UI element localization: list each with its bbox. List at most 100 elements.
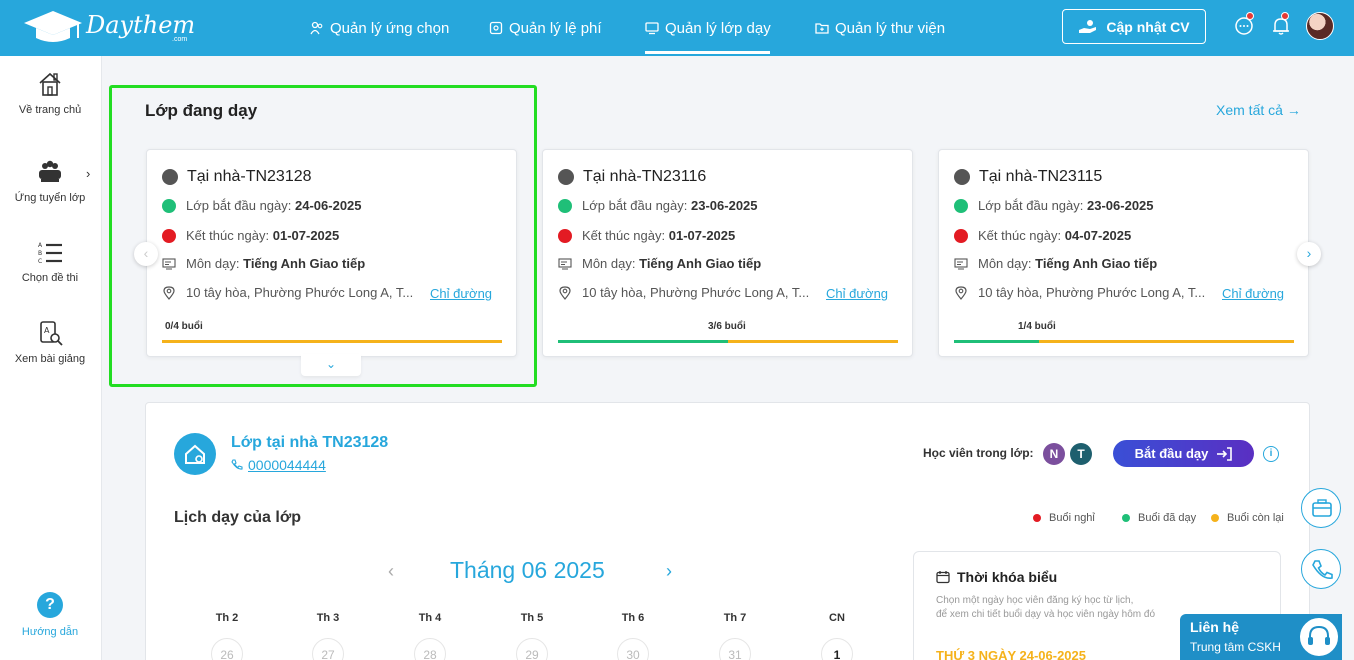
address-row: 10 tây hòa, Phường Phước Long A, T... — [558, 285, 809, 300]
calendar-icon — [936, 571, 950, 584]
question-icon: ? — [37, 592, 63, 618]
chat-unread-dot — [1246, 12, 1254, 20]
contact-subtitle: Trung tâm CSKH — [1190, 640, 1281, 654]
legend-label: Buổi còn lại — [1227, 512, 1284, 524]
start-teaching-button[interactable]: Bắt đầu dạy — [1113, 440, 1254, 467]
legend-dot — [1033, 514, 1041, 522]
address: 10 tây hòa, Phường Phước Long A, T... — [186, 285, 414, 300]
notification-unread-dot — [1281, 12, 1289, 20]
phone-icon — [1312, 560, 1333, 580]
contact-support-widget[interactable]: Liên hệ Trung tâm CSKH — [1180, 614, 1342, 660]
expand-toggle[interactable]: ⌄ — [301, 354, 361, 376]
subject-prefix: Môn dạy: — [978, 256, 1032, 271]
home-icon — [39, 72, 61, 96]
bell-icon[interactable] — [1270, 15, 1292, 37]
help-label: Hướng dẫn — [21, 626, 79, 638]
nav-item-fees[interactable]: Quản lý lệ phí — [489, 0, 602, 56]
start-date: 23-06-2025 — [1087, 198, 1154, 213]
board-icon — [558, 257, 572, 269]
timetable-date: THỨ 3 NGÀY 24-06-2025 — [936, 648, 1087, 660]
users-icon — [310, 21, 323, 35]
svg-text:C: C — [38, 258, 42, 265]
nav-item-classes[interactable]: Quản lý lớp dạy — [645, 0, 771, 56]
directions-link[interactable]: Chỉ đường — [826, 286, 889, 301]
legend-remaining: Buổi còn lại — [1211, 512, 1284, 524]
directions-link[interactable]: Chỉ đường — [430, 286, 493, 301]
class-card[interactable]: Tại nhà-TN23128 Lớp bắt đầu ngày: 24-06-… — [146, 149, 517, 357]
class-phone-link[interactable]: 0000044444 — [231, 457, 326, 473]
schedule-title: Lịch dạy của lớp — [174, 509, 301, 526]
end-date: 01-07-2025 — [668, 228, 736, 243]
map-pin-icon — [955, 285, 967, 300]
progress-bar — [162, 340, 502, 343]
subject-row: Môn dạy: Tiếng Anh Giao tiếp — [162, 256, 365, 271]
session-count: 0/4 buổi — [165, 321, 203, 332]
help-button[interactable]: ? Hướng dẫn — [0, 592, 100, 638]
carousel-next-button[interactable]: › — [1297, 242, 1321, 266]
sidebar-item-label: Ứng tuyển lớp — [14, 192, 86, 204]
timetable-description: Chọn một ngày học viên đăng ký học từ lị… — [936, 594, 1196, 622]
progress-bar — [954, 340, 1294, 343]
progress-fill — [954, 340, 1039, 343]
chat-icon[interactable] — [1233, 15, 1255, 37]
list-icon: ABC — [38, 242, 62, 265]
start-date: 24-06-2025 — [295, 198, 362, 213]
sidebar-item-label: Xem bài giảng — [14, 353, 86, 365]
folder-icon — [815, 23, 829, 34]
nav-label: Quản lý lệ phí — [509, 19, 602, 37]
students-label: Học viên trong lớp: — [923, 446, 1034, 460]
current-classes-title: Lớp đang dạy — [145, 101, 258, 120]
start-date-row: Lớp bắt đầu ngày: 24-06-2025 — [162, 198, 362, 213]
subject-row: Môn dạy: Tiếng Anh Giao tiếp — [954, 256, 1157, 271]
see-all-link[interactable]: Xem tất cả → — [1216, 102, 1301, 118]
weekday-header: Th 7 — [723, 612, 747, 624]
brand-name: Daythem — [86, 11, 196, 39]
class-card-title: Tại nhà-TN23115 — [979, 168, 1103, 185]
legend-dot — [1122, 514, 1130, 522]
info-icon[interactable]: i — [1263, 446, 1279, 462]
update-cv-button[interactable]: Cập nhật CV — [1062, 9, 1206, 44]
start-prefix: Lớp bắt đầu ngày: — [582, 198, 688, 213]
progress-fill — [558, 340, 728, 343]
carousel-prev-button[interactable]: ‹ — [134, 242, 158, 266]
wallet-icon — [489, 21, 503, 35]
subject-prefix: Môn dạy: — [186, 256, 240, 271]
start-date-row: Lớp bắt đầu ngày: 23-06-2025 — [558, 198, 758, 213]
class-card[interactable]: Tại nhà-TN23115 Lớp bắt đầu ngày: 23-06-… — [938, 149, 1309, 357]
session-count: 1/4 buổi — [1018, 321, 1056, 332]
graduation-cap-icon — [24, 11, 82, 42]
phone-float-button[interactable] — [1301, 549, 1341, 589]
logo[interactable]: Daythem .com — [22, 8, 202, 48]
status-dot-red — [954, 228, 968, 243]
class-card-title: Tại nhà-TN23116 — [583, 168, 707, 185]
prev-month-button[interactable]: ‹ — [388, 561, 394, 582]
brand-suffix: .com — [172, 36, 188, 43]
session-count: 3/6 buổi — [708, 321, 746, 332]
student-avatar[interactable]: N — [1043, 443, 1065, 465]
svg-text:B: B — [38, 250, 42, 257]
nav-label: Quản lý ứng chọn — [330, 19, 450, 37]
nav-item-library[interactable]: Quản lý thư viện — [815, 0, 945, 56]
chevron-left-icon: ‹ — [143, 245, 149, 261]
class-card[interactable]: Tại nhà-TN23116 Lớp bắt đầu ngày: 23-06-… — [542, 149, 913, 357]
next-month-button[interactable]: › — [666, 561, 672, 582]
weekday-header: Th 4 — [418, 612, 442, 624]
subject: Tiếng Anh Giao tiếp — [639, 256, 762, 271]
student-avatar[interactable]: T — [1070, 443, 1092, 465]
address: 10 tây hòa, Phường Phước Long A, T... — [978, 285, 1206, 300]
nav-item-applications[interactable]: Quản lý ứng chọn — [310, 0, 449, 56]
status-dot-red — [558, 228, 572, 243]
chevron-right-icon[interactable]: › — [86, 166, 91, 181]
legend-off: Buổi nghỉ — [1033, 512, 1095, 524]
address: 10 tây hòa, Phường Phước Long A, T... — [582, 285, 810, 300]
user-avatar[interactable] — [1306, 12, 1334, 40]
status-dot-green — [954, 198, 968, 213]
directions-link[interactable]: Chỉ đường — [1222, 286, 1285, 301]
sidebar-item-home[interactable]: Về trang chủ — [0, 70, 100, 116]
group-icon — [39, 160, 61, 182]
briefcase-icon — [1312, 499, 1332, 517]
briefcase-float-button[interactable] — [1301, 488, 1341, 528]
sidebar-item-apply[interactable]: Ứng tuyển lớp — [0, 158, 100, 204]
sidebar-item-lectures[interactable]: A Xem bài giảng — [0, 319, 100, 365]
